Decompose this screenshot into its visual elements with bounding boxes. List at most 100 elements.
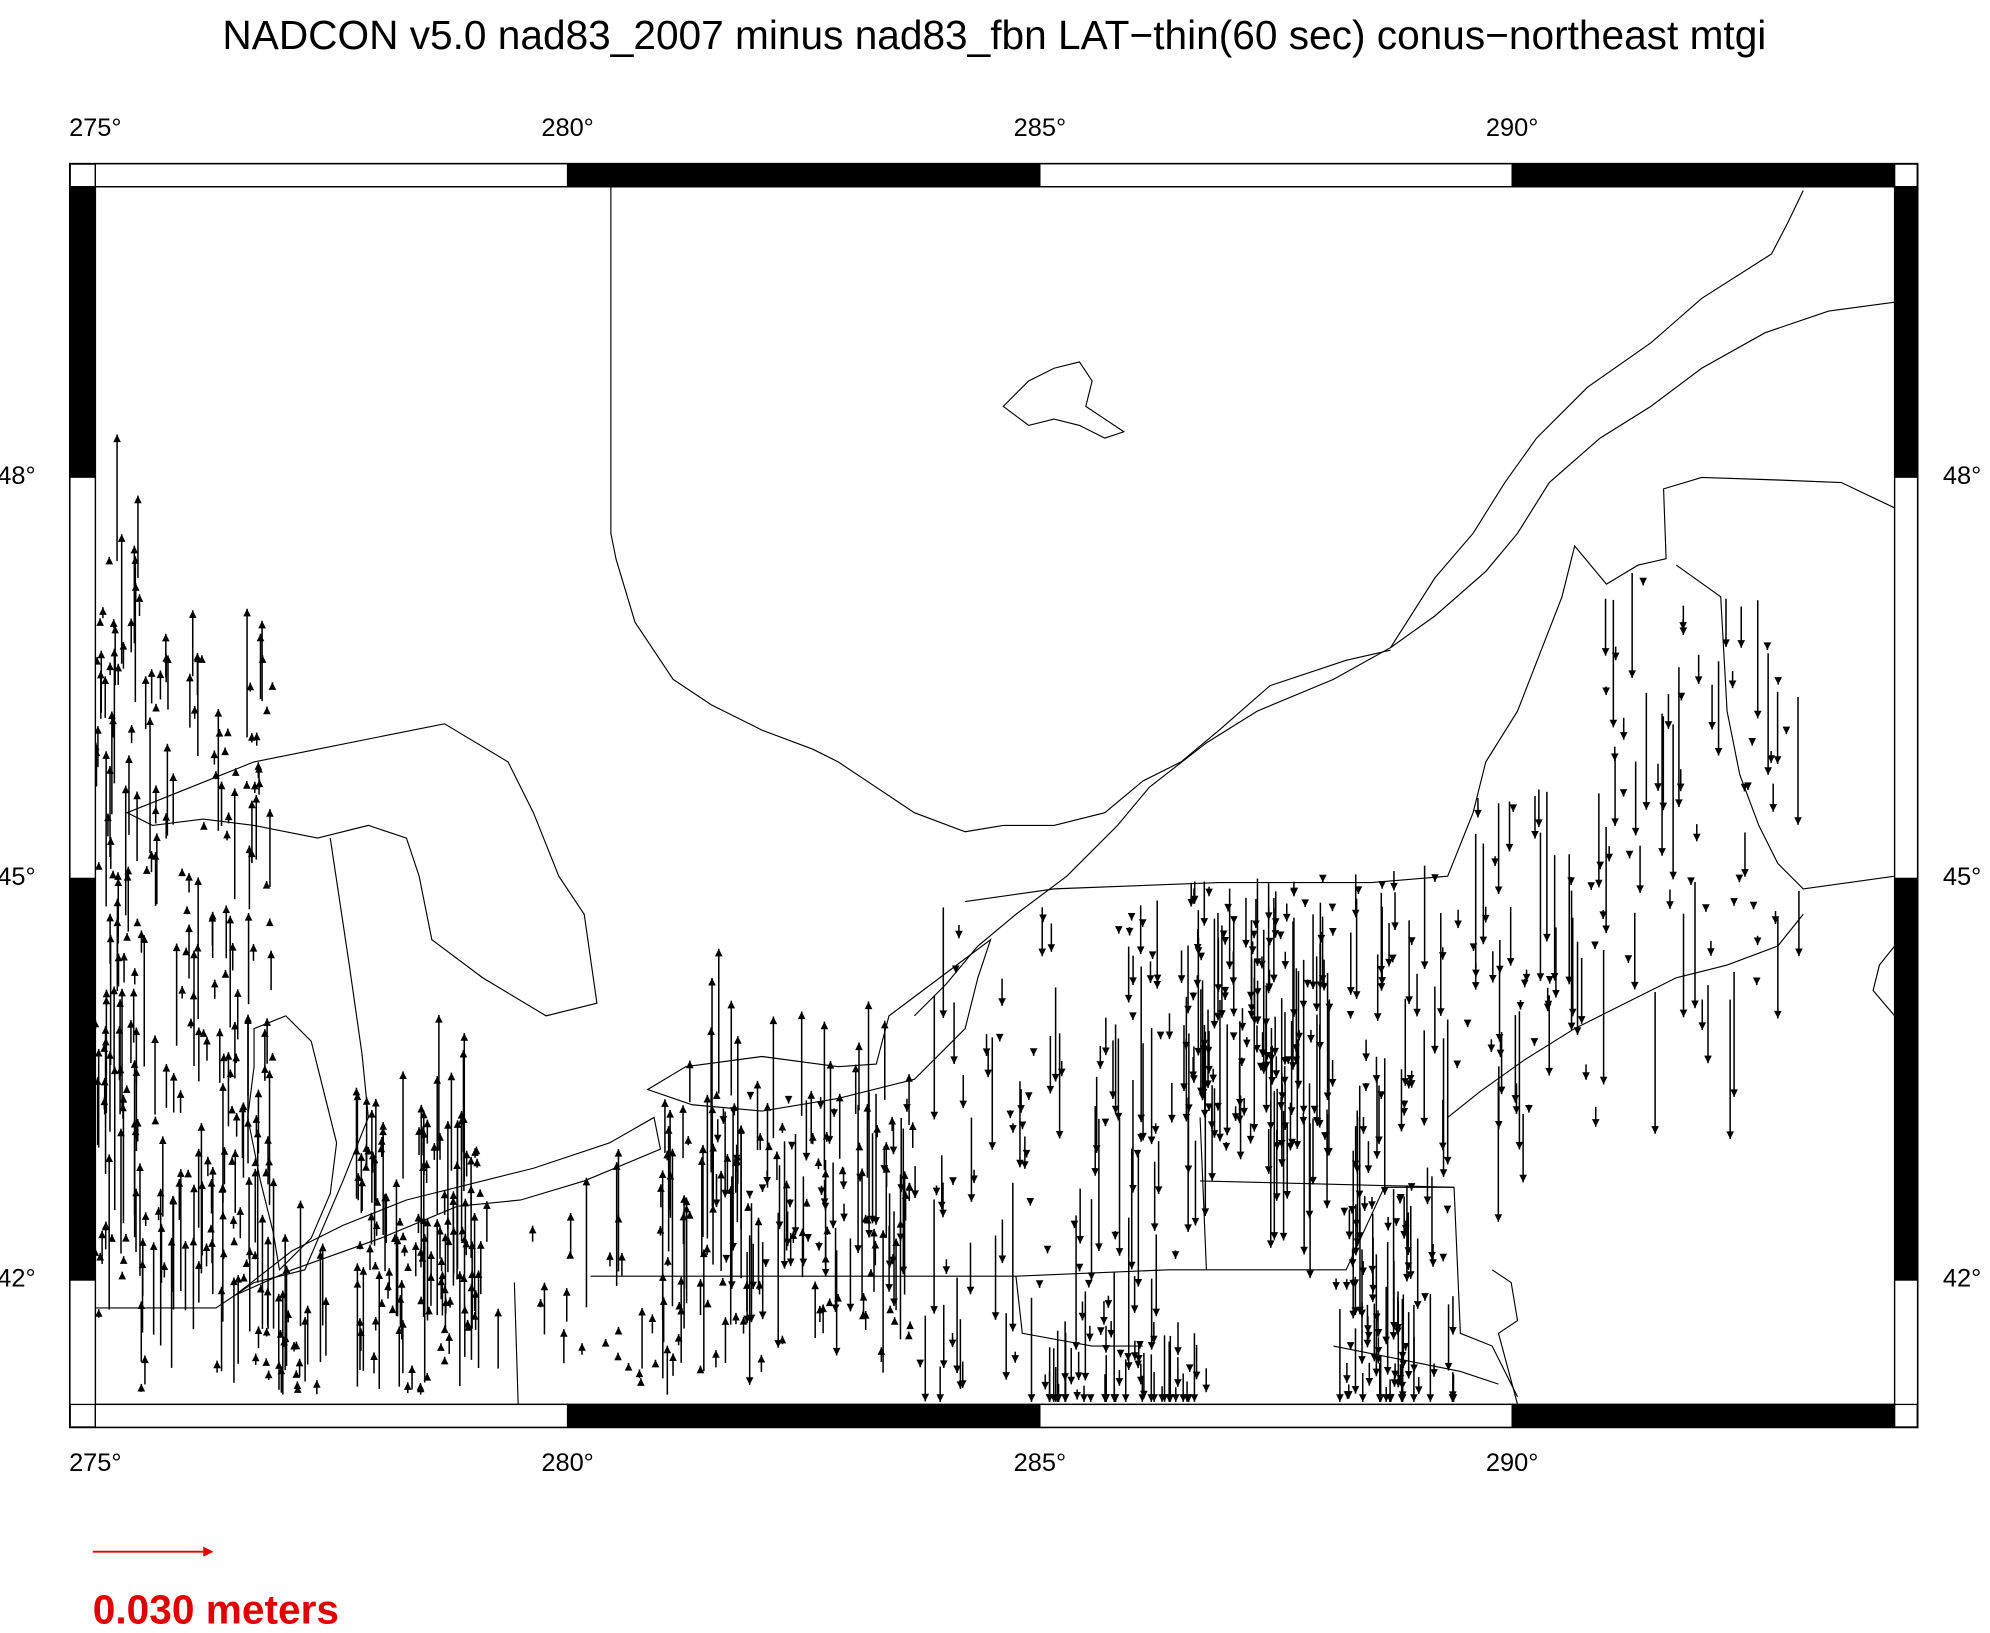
vector-arrowhead (651, 1359, 660, 1368)
vector-arrowhead (133, 918, 142, 927)
vector-arrowhead (1767, 755, 1775, 763)
vector-arrowhead (1076, 1235, 1084, 1244)
vector-arrowhead (656, 1225, 665, 1234)
vector-arrowhead (1595, 879, 1603, 888)
vector-arrowhead (765, 1142, 773, 1151)
vector-arrowhead (880, 1165, 889, 1173)
vector-arrowhead (427, 1251, 435, 1259)
vector-arrowhead (420, 1234, 429, 1242)
vector-arrowhead (998, 998, 1006, 1006)
vector-arrowhead (1323, 1147, 1332, 1156)
vector-arrowhead (132, 1188, 140, 1197)
vector-arrowhead (246, 682, 255, 691)
vector-arrowhead (1096, 1327, 1105, 1335)
vector-arrowhead (1229, 1032, 1238, 1041)
vector-arrowhead (1544, 1000, 1553, 1009)
vector-arrowhead (1525, 1105, 1533, 1113)
vector-arrowhead (1636, 885, 1644, 893)
vector-arrowhead (1021, 1161, 1029, 1169)
vector-arrowhead (1698, 1022, 1707, 1031)
vector-arrowhead (106, 837, 115, 845)
vector-arrowhead (138, 1238, 147, 1246)
vector-arrowhead (178, 868, 186, 877)
vector-arrowhead (411, 1242, 420, 1250)
vector-arrowhead (224, 812, 233, 821)
vector-arrowhead (134, 495, 142, 504)
vector-arrowhead (1410, 1394, 1418, 1402)
vector-arrowhead (714, 948, 723, 957)
vector-arrowhead (141, 676, 150, 684)
vector-arrowhead (1491, 858, 1499, 867)
vector-arrowhead (951, 965, 960, 974)
vector-arrowhead (528, 1225, 537, 1234)
vector-arrowhead (1625, 850, 1634, 859)
vector-arrowhead (1374, 1347, 1383, 1355)
vector-arrowhead (371, 1316, 380, 1325)
vector-arrowhead (1307, 1035, 1315, 1043)
vector-arrowhead (664, 1126, 673, 1134)
vector-arrowhead (1421, 1293, 1429, 1301)
vector-arrowhead (1726, 1131, 1734, 1139)
vector-arrowhead (1104, 1300, 1113, 1308)
vector-arrowhead (1043, 1245, 1052, 1254)
vector-arrowhead (262, 1358, 271, 1366)
vector-arrowhead (1061, 1373, 1069, 1381)
vector-arrowhead (263, 1287, 272, 1296)
vector-arrowhead (1115, 1378, 1124, 1386)
vector-arrowhead (210, 750, 219, 759)
vector-arrowhead (686, 1060, 694, 1069)
vector-arrowhead (1591, 1119, 1600, 1127)
vector-arrowhead (991, 1312, 1000, 1320)
vector-arrowhead (1601, 648, 1610, 656)
vector-arrowhead (1535, 819, 1543, 828)
vector-arrowhead (293, 1381, 302, 1390)
vector-arrowhead (1362, 1053, 1370, 1061)
vector-arrowhead (1253, 1044, 1261, 1053)
vector-arrowhead (280, 1337, 288, 1346)
vector-arrowhead (1489, 974, 1497, 983)
vector-arrowhead (252, 732, 261, 741)
vector-arrowhead (189, 1237, 198, 1246)
vector-arrowhead (101, 676, 110, 684)
lake (247, 1015, 338, 1272)
vector-arrowhead (1263, 1051, 1271, 1060)
vector-arrowhead (108, 1234, 116, 1242)
vector-arrowhead (1624, 955, 1633, 963)
vector-arrowhead (358, 1178, 366, 1187)
vector-arrowhead (1189, 992, 1198, 1001)
vector-arrowhead (1687, 877, 1695, 886)
vector-arrowhead (719, 1116, 728, 1124)
vector-arrowhead (1429, 1259, 1437, 1267)
vector-arrowhead (221, 747, 229, 756)
vector-arrowhead (1272, 1070, 1281, 1078)
vector-arrowhead (1707, 948, 1715, 956)
vector-arrowhead (1479, 936, 1488, 945)
vector-arrowhead (444, 1121, 452, 1129)
vector-arrowhead (185, 924, 193, 933)
vector-arrowhead (1243, 1039, 1251, 1048)
vector-arrowhead (370, 1352, 378, 1360)
vector-arrowhead (1708, 721, 1716, 730)
vector-arrowhead (123, 873, 132, 881)
vector-arrowhead (808, 1133, 817, 1141)
vector-arrowhead (125, 755, 133, 763)
vector-arrowhead (814, 1158, 823, 1166)
vector-arrowhead (151, 1116, 160, 1125)
vector-arrowhead (744, 1203, 752, 1211)
vector-arrowhead (313, 1380, 321, 1388)
frame-bar (69, 877, 96, 1281)
x-tick-label: 280° (541, 114, 594, 142)
vector-arrowhead (791, 1227, 800, 1235)
vector-arrowhead (151, 806, 160, 815)
vector-arrowhead (129, 988, 138, 997)
map-frame: 275° 275° 280° 280° 285° 285° 290° 290° 42° 42° 45… (0, 114, 1981, 1477)
vector-arrowhead (190, 950, 198, 959)
vector-arrowhead (208, 1166, 217, 1175)
vector-arrowhead (1266, 1240, 1275, 1248)
vector-arrowhead (1420, 1117, 1429, 1126)
vector-arrowhead (262, 1327, 271, 1336)
vector-arrowhead (202, 1243, 211, 1252)
vector-arrowhead (1512, 1106, 1521, 1114)
frame-bar (1894, 877, 1919, 1281)
vector-arrowhead (109, 619, 118, 627)
